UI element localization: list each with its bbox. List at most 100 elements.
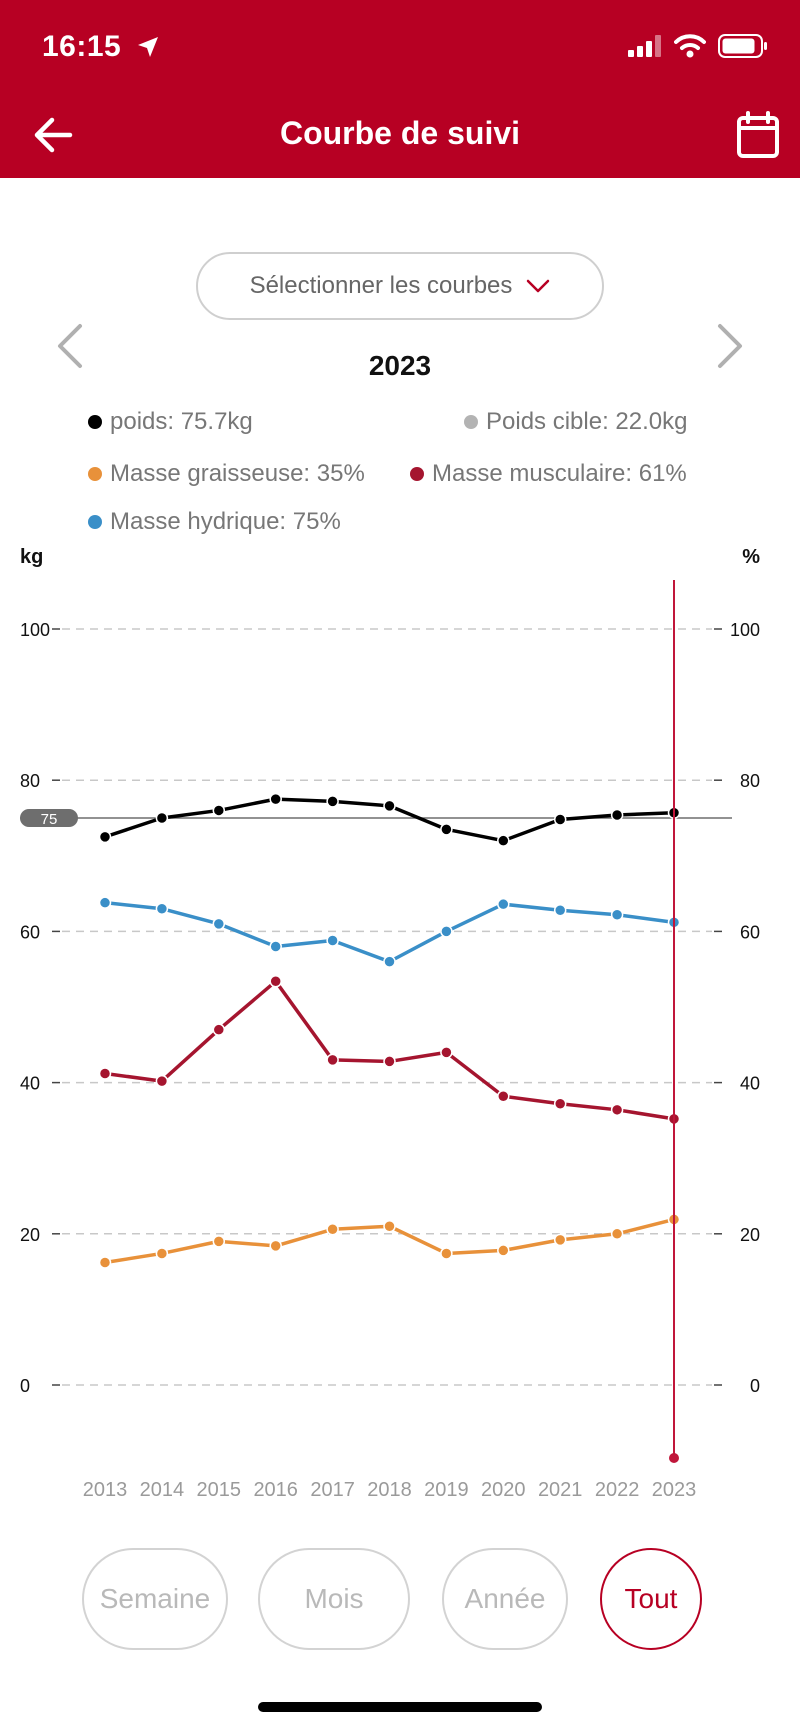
data-point [98, 1256, 112, 1269]
legend-label: Masse hydrique: 75% [110, 508, 341, 535]
right-tick-label: 60 [740, 922, 760, 942]
right-tick-label: 20 [740, 1225, 760, 1245]
period-year: 2023 [368, 350, 432, 381]
right-tick-label: 100 [730, 620, 760, 640]
cursor-handle [669, 1453, 679, 1463]
data-point [553, 903, 567, 917]
x-tick-label: 2022 [595, 1479, 640, 1501]
data-point [212, 917, 226, 931]
data-point [610, 1103, 624, 1117]
right-tick-label: 80 [740, 771, 760, 791]
data-point [98, 1067, 112, 1080]
data-point [269, 975, 282, 988]
data-point [155, 1247, 169, 1260]
left-tick-label: 100 [20, 620, 50, 640]
legend-dot-icon [410, 467, 424, 481]
select-curves-label: Sélectionner les courbes [249, 272, 513, 299]
legend-label: Poids cible: 22.0kg [486, 408, 688, 435]
right-axis-unit: % [742, 546, 760, 568]
data-point [98, 830, 112, 844]
left-tick-label: 20 [20, 1225, 40, 1245]
range-button-semaine[interactable]: Semaine [82, 1548, 228, 1650]
left-tick-label: 0 [20, 1376, 30, 1396]
right-tick-label: 0 [750, 1376, 760, 1396]
legend-item-poids-cible: Poids cible: 22.0kg [464, 408, 687, 436]
data-point [610, 908, 624, 922]
data-point [326, 934, 339, 947]
data-point [440, 823, 453, 836]
range-button-label: Année [464, 1583, 546, 1614]
data-point [383, 1055, 396, 1068]
clock-text: 16:15 [42, 30, 122, 63]
cellular-signal-icon [628, 35, 661, 57]
data-point [383, 1219, 396, 1233]
legend-label: Masse graisseuse: 35% [110, 460, 365, 487]
x-tick-label: 2020 [481, 1479, 526, 1501]
data-point [155, 1074, 169, 1088]
data-point [553, 1097, 567, 1111]
data-point [383, 799, 396, 813]
data-point [326, 795, 339, 808]
legend-item-masse-musculaire: Masse musculaire: 61% [410, 460, 687, 488]
data-point [553, 1233, 567, 1247]
chevron-down-icon [527, 279, 550, 293]
select-curves-dropdown[interactable]: Sélectionner les courbes [196, 252, 604, 320]
range-button-label: Tout [624, 1583, 678, 1614]
back-arrow-icon[interactable] [30, 112, 76, 158]
x-tick-label: 2018 [367, 1479, 412, 1501]
app-header: 16:15 Courbe de suivi [0, 0, 800, 178]
range-button-label: Semaine [99, 1583, 211, 1614]
series-line-1 [104, 900, 675, 964]
target-badge-label: 75 [41, 811, 58, 828]
x-tick-label: 2019 [424, 1479, 469, 1501]
data-point [440, 1247, 453, 1260]
legend-label: Masse musculaire: 61% [432, 460, 687, 487]
wifi-icon [674, 34, 706, 58]
left-axis-unit: kg [20, 546, 43, 568]
left-tick-label: 80 [20, 771, 40, 791]
x-tick-label: 2014 [140, 1479, 185, 1501]
x-tick-label: 2015 [197, 1479, 242, 1501]
data-point [610, 808, 624, 822]
previous-period-chevron-icon[interactable] [52, 322, 88, 370]
data-point [269, 1239, 282, 1253]
data-point [326, 1053, 339, 1067]
left-tick-label: 60 [20, 922, 40, 942]
data-point [440, 925, 453, 938]
legend-dot-icon [88, 467, 102, 481]
data-point [155, 902, 169, 915]
page-title: Courbe de suivi [279, 115, 521, 151]
x-tick-label: 2021 [538, 1479, 583, 1501]
data-point [269, 940, 282, 953]
data-point [98, 896, 112, 909]
range-button-mois[interactable]: Mois [258, 1548, 410, 1650]
legend-label: poids: 75.7kg [110, 408, 253, 435]
status-icons [628, 34, 768, 58]
legend-dot-icon [464, 415, 478, 429]
range-button-tout[interactable]: Tout [600, 1548, 702, 1650]
x-tick-label: 2013 [83, 1479, 128, 1501]
data-point [155, 811, 169, 825]
data-point [497, 834, 510, 847]
legend-item-masse-graisseuse: Masse graisseuse: 35% [88, 460, 365, 488]
x-tick-label: 2017 [310, 1479, 355, 1501]
legend-dot-icon [88, 515, 102, 529]
right-tick-label: 40 [740, 1074, 760, 1094]
data-point [212, 1023, 226, 1036]
next-period-chevron-icon[interactable] [712, 322, 748, 370]
range-button-annee[interactable]: Année [442, 1548, 568, 1650]
data-point [497, 1089, 510, 1103]
data-point [212, 1235, 226, 1248]
legend-dot-icon [88, 415, 102, 429]
location-arrow-icon [138, 37, 159, 57]
data-point [326, 1223, 339, 1236]
target-badge [20, 809, 78, 827]
range-button-label: Mois [304, 1583, 364, 1614]
battery-icon [718, 34, 767, 58]
x-tick-label: 2023 [652, 1479, 697, 1501]
data-point [440, 1046, 453, 1059]
calendar-icon[interactable] [734, 110, 782, 160]
legend-item-masse-hydrique: Masse hydrique: 75% [88, 508, 341, 536]
data-point [610, 1227, 624, 1241]
